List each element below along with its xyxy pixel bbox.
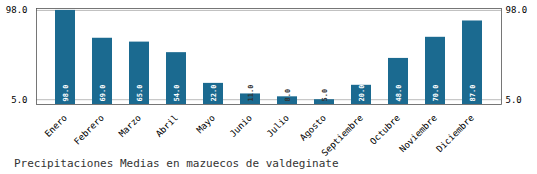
svg-text:11.0: 11.0 — [247, 85, 255, 102]
svg-text:69.0: 69.0 — [99, 85, 107, 102]
svg-text:87.0: 87.0 — [469, 85, 477, 102]
svg-text:5.0: 5.0 — [321, 89, 329, 102]
svg-text:Junio: Junio — [228, 113, 254, 139]
svg-text:98.0: 98.0 — [506, 5, 528, 15]
svg-text:Diciembre: Diciembre — [434, 113, 476, 155]
svg-text:Noviembre: Noviembre — [397, 113, 439, 155]
svg-text:8.0: 8.0 — [284, 89, 292, 102]
svg-text:98.0: 98.0 — [6, 5, 28, 15]
svg-text:22.0: 22.0 — [210, 85, 218, 102]
svg-text:Abril: Abril — [154, 113, 180, 139]
html-text:Precipitaciones Medias en mazu: Precipitaciones Medias en mazuecos de va… — [14, 157, 339, 170]
svg-text:65.0: 65.0 — [136, 85, 144, 102]
svg-text:Agosto: Agosto — [298, 113, 328, 143]
svg-text:98.0: 98.0 — [62, 85, 70, 102]
svg-text:Mayo: Mayo — [195, 113, 217, 135]
svg-text:20.0: 20.0 — [358, 85, 366, 102]
svg-text:70.0: 70.0 — [432, 85, 440, 102]
svg-text:Febrero: Febrero — [72, 113, 106, 147]
svg-text:Marzo: Marzo — [117, 113, 143, 139]
svg-text:Octubre: Octubre — [368, 113, 402, 147]
svg-text:48.0: 48.0 — [395, 85, 403, 102]
svg-text:5.0: 5.0 — [11, 95, 27, 105]
svg-text:5.0: 5.0 — [506, 95, 522, 105]
svg-text:Enero: Enero — [43, 113, 69, 139]
svg-text:54.0: 54.0 — [173, 85, 181, 102]
svg-text:Julio: Julio — [265, 113, 291, 139]
svg-text:Septiembre: Septiembre — [320, 113, 365, 158]
